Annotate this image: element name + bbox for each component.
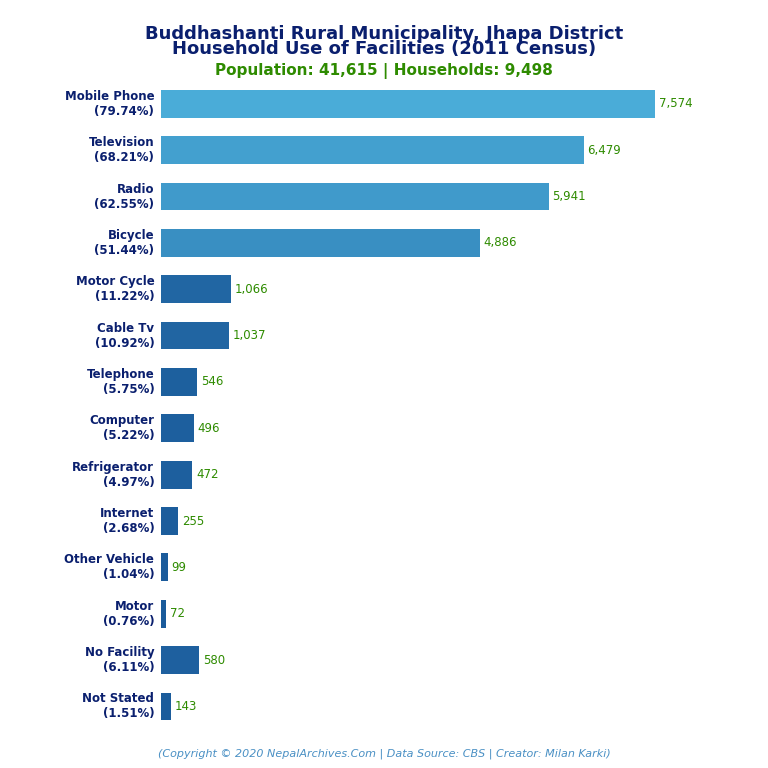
Bar	[161, 183, 548, 210]
Text: 7,574: 7,574	[659, 98, 693, 111]
Text: 255: 255	[182, 515, 204, 528]
Text: 6,479: 6,479	[588, 144, 621, 157]
Bar	[161, 693, 170, 720]
Text: 496: 496	[197, 422, 220, 435]
Bar	[161, 646, 199, 674]
Text: 99: 99	[171, 561, 187, 574]
Bar	[161, 276, 230, 303]
Bar	[161, 507, 178, 535]
Text: 4,886: 4,886	[484, 237, 517, 250]
Text: 72: 72	[170, 607, 185, 621]
Bar	[161, 322, 229, 349]
Text: 143: 143	[174, 700, 197, 713]
Bar	[161, 136, 584, 164]
Text: Population: 41,615 | Households: 9,498: Population: 41,615 | Households: 9,498	[215, 63, 553, 79]
Text: 5,941: 5,941	[552, 190, 586, 203]
Text: 1,066: 1,066	[235, 283, 268, 296]
Text: 1,037: 1,037	[233, 329, 266, 342]
Bar	[161, 554, 167, 581]
Text: 580: 580	[203, 654, 225, 667]
Bar	[161, 368, 197, 396]
Bar	[161, 229, 480, 257]
Text: (Copyright © 2020 NepalArchives.Com | Data Source: CBS | Creator: Milan Karki): (Copyright © 2020 NepalArchives.Com | Da…	[157, 748, 611, 759]
Text: Buddhashanti Rural Municipality, Jhapa District: Buddhashanti Rural Municipality, Jhapa D…	[145, 25, 623, 42]
Text: Household Use of Facilities (2011 Census): Household Use of Facilities (2011 Census…	[172, 40, 596, 58]
Bar	[161, 90, 655, 118]
Text: 546: 546	[200, 376, 223, 389]
Bar	[161, 415, 194, 442]
Text: 472: 472	[196, 468, 218, 481]
Bar	[161, 600, 166, 627]
Bar	[161, 461, 192, 488]
